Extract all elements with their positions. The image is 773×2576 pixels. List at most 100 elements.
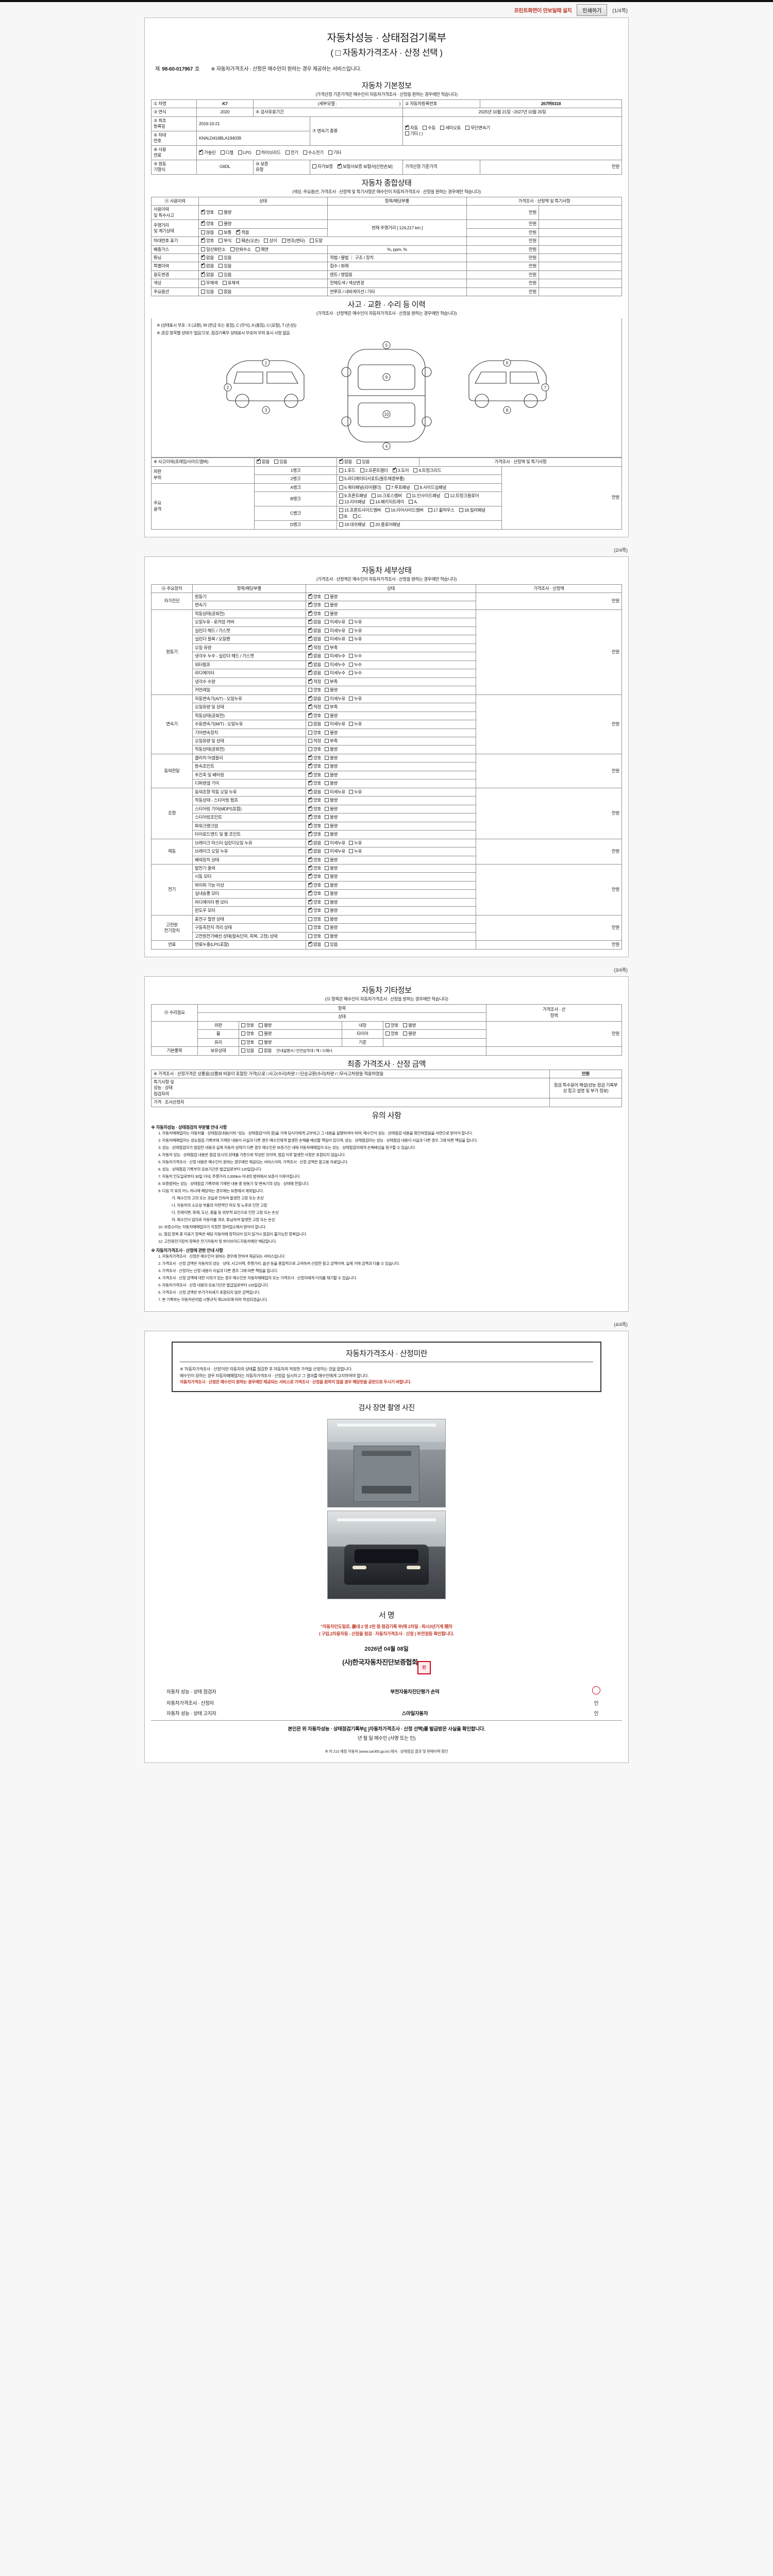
opt-trunk-lid[interactable]: 4.트렁크리드 <box>413 468 442 473</box>
opt-불량[interactable]: 불량 <box>325 781 338 786</box>
checkbox-accident-yes[interactable] <box>274 460 279 464</box>
opt-불량[interactable]: 불량 <box>325 857 338 863</box>
checkbox-미세누유[interactable] <box>325 696 329 701</box>
opt-미세누수[interactable]: 미세누수 <box>325 653 345 659</box>
opt-양호[interactable]: 양호 <box>308 779 321 786</box>
opt-양호[interactable]: 양호 <box>308 856 321 863</box>
opt-양호[interactable]: 양호 <box>308 593 321 600</box>
checkbox-양호[interactable] <box>308 873 312 879</box>
checkbox-tire-good[interactable] <box>385 1031 390 1036</box>
opt-불량[interactable]: 불량 <box>325 755 338 761</box>
checkbox-outer-bad[interactable] <box>259 1023 263 1027</box>
checkbox-quarter-panel[interactable] <box>339 485 343 489</box>
checkbox-radiator-support[interactable] <box>339 477 343 481</box>
opt-누유[interactable]: 누유 <box>349 696 362 702</box>
checkbox-양호[interactable] <box>308 814 312 820</box>
checkbox-불량[interactable] <box>325 730 329 735</box>
checkbox-pillar-panel[interactable] <box>459 508 463 513</box>
checkbox-미세누수[interactable] <box>325 654 329 658</box>
opt-양호[interactable]: 양호 <box>308 899 321 905</box>
opt-mileage-many[interactable]: 많음 <box>201 230 214 235</box>
opt-누유[interactable]: 누유 <box>349 628 362 634</box>
checkbox-불량[interactable] <box>325 815 329 820</box>
checkbox-vin-good[interactable] <box>201 237 205 243</box>
checkbox-불량[interactable] <box>325 874 329 879</box>
checkbox-vin-erased[interactable] <box>309 239 314 243</box>
opt-smoke[interactable]: 매연 <box>255 247 268 252</box>
checkbox-interior-good[interactable] <box>385 1023 390 1027</box>
opt-양호[interactable]: 양호 <box>308 771 321 778</box>
opt-없음[interactable]: 없음 <box>308 695 321 702</box>
checkbox-없음[interactable] <box>308 669 312 675</box>
checkbox-불량[interactable] <box>325 611 329 616</box>
opt-불량[interactable]: 불량 <box>325 730 338 736</box>
opt-rear-panel[interactable]: 13.리어패널 <box>339 499 365 505</box>
opt-interior-good[interactable]: 양호 <box>385 1023 398 1028</box>
opt-불량[interactable]: 불량 <box>325 611 338 617</box>
checkbox-cvt[interactable] <box>465 125 470 130</box>
opt-trunk-floor[interactable]: 12.트렁크플로어 <box>445 493 479 499</box>
checkbox-불량[interactable] <box>325 688 329 692</box>
checkbox-적정[interactable] <box>308 644 312 650</box>
opt-적정[interactable]: 적정 <box>308 644 321 651</box>
opt-mileage-few[interactable]: 적음 <box>236 229 249 235</box>
checkbox-누수[interactable] <box>349 654 354 658</box>
checkbox-누유[interactable] <box>349 849 354 854</box>
opt-usage-bad[interactable]: 불량 <box>219 210 231 215</box>
opt-door[interactable]: 3.도어 <box>392 467 409 473</box>
opt-outer-bad[interactable]: 불량 <box>259 1023 272 1028</box>
checkbox-없음[interactable] <box>308 627 312 633</box>
opt-불량[interactable]: 불량 <box>325 687 338 693</box>
checkbox-양호[interactable] <box>308 796 312 803</box>
checkbox-불량[interactable] <box>325 832 329 837</box>
opt-불량[interactable]: 불량 <box>325 594 338 600</box>
opt-양호[interactable]: 양호 <box>308 925 321 930</box>
opt-양호[interactable]: 양호 <box>308 796 321 803</box>
checkbox-양호[interactable] <box>308 712 312 718</box>
opt-미세누유[interactable]: 미세누유 <box>325 619 345 625</box>
checkbox-tuning-yes[interactable] <box>219 255 223 260</box>
checkbox-양호[interactable] <box>308 805 312 811</box>
opt-usage-good[interactable]: 양호 <box>201 209 214 215</box>
checkbox-package-tray[interactable] <box>370 499 375 504</box>
fuel-opt-hydrogen[interactable]: 수소전기 <box>303 150 324 156</box>
opt-미세누유[interactable]: 미세누유 <box>325 840 345 846</box>
checkbox-불량[interactable] <box>325 823 329 828</box>
opt-누유[interactable]: 누유 <box>349 840 362 846</box>
checkbox-extra-a[interactable] <box>409 499 413 504</box>
checkbox-불량[interactable] <box>325 755 329 760</box>
checkbox-누수[interactable] <box>349 671 354 675</box>
checkbox-repair-none[interactable] <box>339 458 343 464</box>
opt-불량[interactable]: 불량 <box>325 866 338 871</box>
fuel-opt-other[interactable]: 기타 <box>328 150 341 156</box>
checkbox-trans-other[interactable] <box>405 131 410 136</box>
opt-불량[interactable]: 불량 <box>325 806 338 812</box>
opt-누수[interactable]: 누수 <box>349 670 362 676</box>
opt-usechange-yes[interactable]: 있음 <box>219 272 231 278</box>
checkbox-repair-yes[interactable] <box>357 460 361 464</box>
trans-opt-other[interactable]: 기타 ( ) <box>405 131 423 137</box>
checkbox-적정[interactable] <box>308 703 312 709</box>
checkbox-누유[interactable] <box>349 696 354 701</box>
opt-양호[interactable]: 양호 <box>308 730 321 736</box>
checkbox-special-yes[interactable] <box>219 264 223 268</box>
opt-미세누유[interactable]: 미세누유 <box>325 636 345 642</box>
opt-없음[interactable]: 없음 <box>308 721 321 727</box>
fuel-opt-lpg[interactable]: LPG <box>238 150 251 156</box>
checkbox-양호[interactable] <box>308 730 312 735</box>
opt-wheel-bad[interactable]: 불량 <box>259 1031 272 1037</box>
checkbox-부족[interactable] <box>325 645 329 650</box>
checkbox-hybrid[interactable] <box>256 150 260 155</box>
checkbox-양호[interactable] <box>308 934 312 938</box>
opt-vin-corrosion[interactable]: 부식 <box>219 238 231 244</box>
checkbox-hydrogen[interactable] <box>303 150 307 155</box>
checkbox-self-warranty[interactable] <box>312 164 316 169</box>
opt-누유[interactable]: 누유 <box>349 849 362 854</box>
checkbox-적정[interactable] <box>308 738 312 743</box>
opt-적정[interactable]: 적정 <box>308 703 321 710</box>
opt-양호[interactable]: 양호 <box>308 805 321 812</box>
checkbox-usage-bad[interactable] <box>219 210 223 214</box>
opt-없음[interactable]: 없음 <box>308 848 321 854</box>
checkbox-누유[interactable] <box>349 722 354 726</box>
fuel-opt-diesel[interactable]: 디젤 <box>220 150 233 156</box>
